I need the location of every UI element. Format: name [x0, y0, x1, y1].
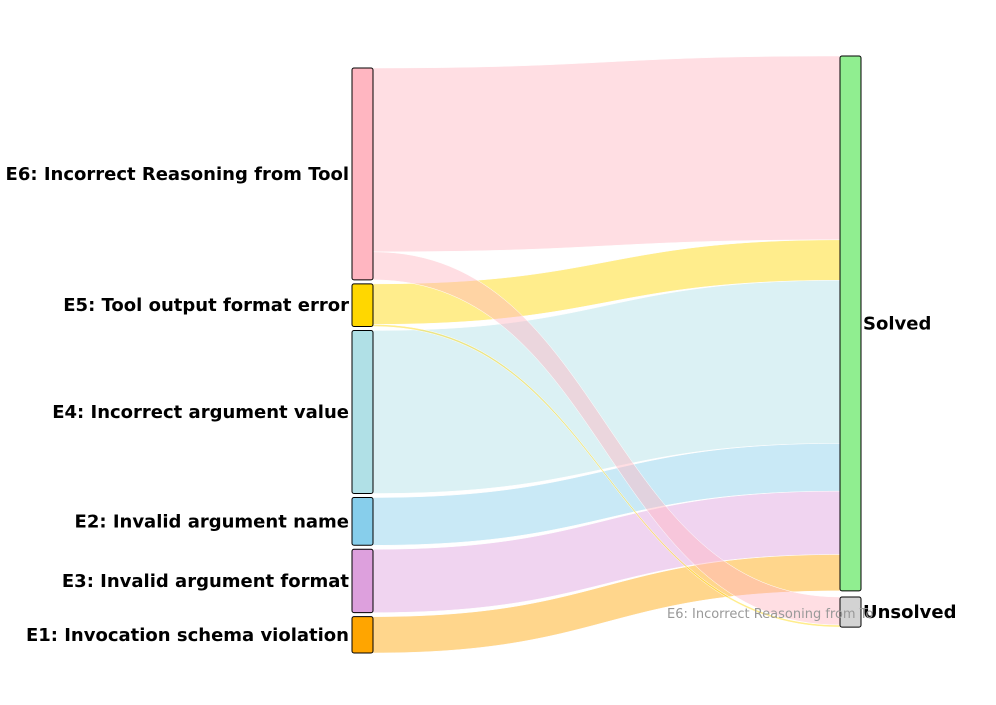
node-e5[interactable]	[351, 283, 374, 327]
node-solved[interactable]	[839, 55, 862, 592]
node-e6[interactable]	[351, 67, 374, 281]
links-layer	[372, 55, 841, 654]
node-e2[interactable]	[351, 497, 374, 546]
link-e5-to-unsolved[interactable]	[372, 324, 841, 628]
label-e2: E2: Invalid argument name	[75, 511, 349, 532]
label-e3: E3: Invalid argument format	[62, 571, 350, 592]
hover-tooltip-label: E6: Incorrect Reasoning from To	[667, 607, 873, 622]
node-unsolved[interactable]	[839, 596, 862, 628]
nodes-layer	[351, 55, 862, 654]
label-e6: E6: Incorrect Reasoning from Tool	[6, 164, 349, 185]
label-e4: E4: Incorrect argument value	[52, 402, 349, 423]
link-e1-to-solved[interactable]	[372, 554, 841, 654]
node-e1[interactable]	[351, 616, 374, 654]
label-e5: E5: Tool output format error	[63, 295, 349, 316]
node-e3[interactable]	[351, 548, 374, 614]
node-e4[interactable]	[351, 329, 374, 495]
label-e1: E1: Invocation schema violation	[26, 625, 349, 646]
label-unsolved: Unsolved	[863, 602, 957, 623]
label-solved: Solved	[863, 313, 931, 334]
labels-layer: E6: Incorrect Reasoning from Tool E5: Too…	[6, 164, 957, 646]
link-e6-to-solved[interactable]	[372, 55, 841, 253]
